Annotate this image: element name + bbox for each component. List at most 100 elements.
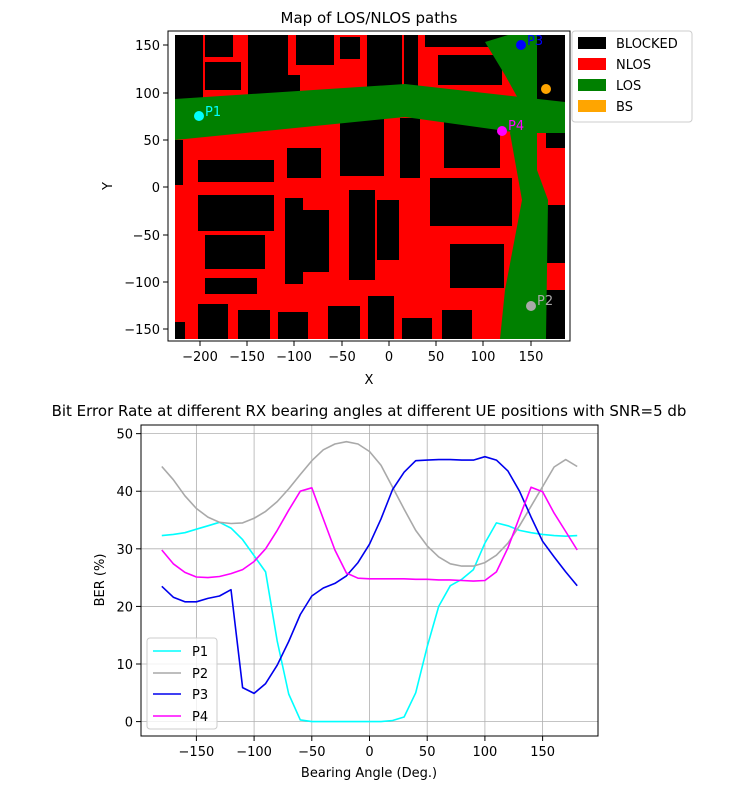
building: [404, 35, 418, 95]
base-station-marker: [541, 84, 551, 94]
series-line-p3: [161, 455, 578, 695]
building: [205, 62, 241, 90]
map-y-tick-label: 100: [135, 87, 160, 102]
building: [368, 296, 394, 339]
point-p3-marker: [516, 40, 526, 50]
point-p2: P2: [526, 294, 553, 311]
los-regions: [175, 35, 565, 339]
legend-label-p4: P4: [192, 710, 208, 725]
building: [444, 122, 500, 168]
building: [205, 235, 265, 269]
los-vertical-street: [485, 35, 548, 339]
map-image: P1 P2 P3 P4: [175, 34, 565, 339]
legend-label-bs: BS: [616, 100, 633, 115]
ber-x-tick-label: 0: [365, 745, 373, 760]
building: [205, 35, 233, 57]
series-line-p4: [161, 486, 578, 582]
ber-y-tick-label: 20: [116, 600, 133, 615]
map-y-tick-label: 150: [135, 39, 160, 54]
ber-y-tick-label: 50: [116, 428, 133, 443]
map-x-tick-label: 0: [385, 350, 393, 365]
ber-x-tick-label: −150: [179, 745, 215, 760]
map-x-axis-label: X: [365, 373, 374, 388]
map-x-tick-label: −100: [276, 350, 312, 365]
building: [303, 210, 329, 272]
building: [442, 310, 472, 339]
legend-swatch-bs: [578, 100, 606, 112]
point-p4-marker: [497, 126, 507, 136]
point-p3: P3: [516, 34, 543, 50]
ber-x-ticks: −150 −100 −50 0 50 100 150: [179, 736, 555, 760]
building: [255, 75, 300, 95]
series-line-p1: [161, 521, 578, 723]
ber-y-tick-label: 30: [116, 543, 133, 558]
building: [285, 198, 303, 284]
building: [296, 35, 334, 65]
map-x-tick-label: 150: [519, 350, 544, 365]
legend-swatch-los: [578, 79, 606, 91]
building: [544, 290, 565, 339]
ber-x-tick-label: −100: [236, 745, 272, 760]
legend-label-p2: P2: [192, 667, 208, 682]
ber-series: [161, 440, 578, 723]
legend-label-blocked: BLOCKED: [616, 37, 678, 52]
map-panel: Map of LOS/NLOS paths: [101, 9, 693, 388]
map-x-tick-label: 50: [428, 350, 445, 365]
map-legend: BLOCKED NLOS LOS BS: [571, 30, 693, 123]
building: [340, 37, 360, 59]
point-p4: P4: [497, 119, 524, 136]
ber-y-tick-label: 10: [116, 658, 133, 673]
ber-panel: Bit Error Rate at different RX bearing a…: [52, 402, 687, 781]
point-p2-label: P2: [537, 294, 553, 309]
point-p1-marker: [194, 111, 204, 121]
ber-x-tick-label: −50: [298, 745, 325, 760]
building: [328, 306, 360, 339]
ber-legend: P1 P2 P3 P4: [146, 637, 218, 730]
legend-label-p3: P3: [192, 688, 208, 703]
point-p2-marker: [526, 301, 536, 311]
ber-grid: [141, 425, 598, 736]
building: [349, 190, 375, 280]
map-axes-frame: [167, 30, 571, 342]
building: [402, 318, 432, 339]
building: [175, 35, 203, 99]
legend-swatch-blocked: [578, 37, 606, 49]
building: [547, 205, 565, 263]
legend-swatch-nlos: [578, 58, 606, 70]
building: [198, 304, 228, 339]
legend-label-p1: P1: [192, 645, 208, 660]
point-p3-label: P3: [527, 34, 543, 49]
point-p4-label: P4: [508, 119, 524, 134]
building: [287, 148, 321, 178]
point-p1: P1: [194, 105, 221, 121]
series-line-p2: [161, 440, 578, 567]
map-y-ticks: 150 100 50 0 −50 −100 −150: [124, 39, 168, 338]
map-x-tick-label: −50: [328, 350, 355, 365]
ber-x-tick-label: 50: [419, 745, 436, 760]
building: [205, 278, 257, 294]
map-y-axis-label: Y: [101, 182, 116, 191]
building: [198, 160, 274, 182]
ber-y-tick-label: 0: [125, 716, 133, 731]
map-y-tick-label: −50: [133, 229, 160, 244]
map-y-tick-label: 0: [152, 181, 160, 196]
map-x-tick-label: 100: [471, 350, 496, 365]
map-legend-box: [571, 30, 693, 123]
map-x-ticks: −200 −150 −100 −50 0 50 100 150: [182, 341, 543, 365]
map-x-tick-label: −200: [182, 350, 218, 365]
legend-label-los: LOS: [616, 79, 641, 94]
building: [238, 310, 270, 339]
map-y-tick-label: 50: [143, 134, 160, 149]
map-title: Map of LOS/NLOS paths: [281, 9, 458, 27]
building: [377, 200, 399, 260]
legend-label-nlos: NLOS: [616, 58, 651, 73]
ue-points: P1 P2 P3 P4: [194, 34, 553, 311]
building: [537, 35, 565, 105]
map-y-tick-label: −150: [124, 323, 160, 338]
ber-x-axis-label: Bearing Angle (Deg.): [301, 766, 437, 781]
los-horizontal-street: [175, 84, 565, 140]
building: [438, 55, 502, 85]
building: [340, 118, 384, 176]
building: [175, 140, 183, 185]
